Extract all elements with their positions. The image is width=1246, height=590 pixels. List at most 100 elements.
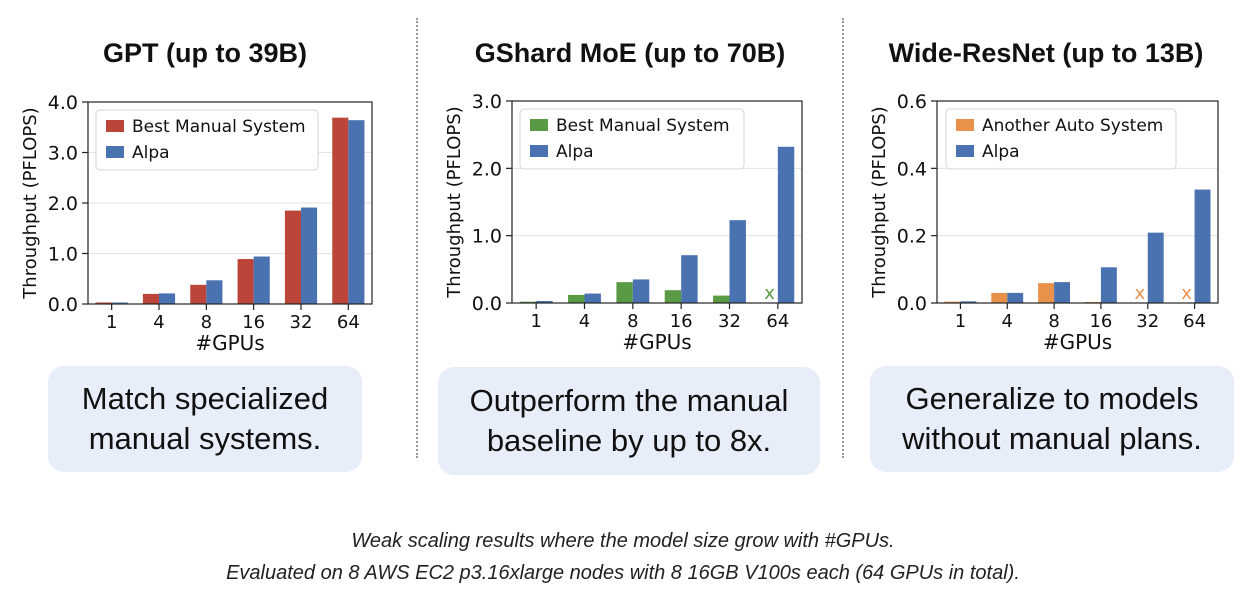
callout-line: without manual plans. [902,421,1202,456]
y-tick-label: 3.0 [472,91,502,113]
x-tick-label: 32 [718,311,741,332]
plot-frame [87,101,373,305]
x-tick-label: 1 [955,311,966,332]
panel-divider [416,18,418,458]
callout-line: Match specialized [81,381,329,416]
bar [777,146,795,303]
bar [1054,282,1071,303]
callout-line: baseline by up to 8x. [486,423,772,458]
legend-box [519,108,745,170]
x-tick-label: 64 [766,311,789,332]
legend-box [945,108,1177,170]
bar [284,210,301,304]
bar [190,284,207,304]
bar [519,301,537,303]
bar [616,282,633,303]
x-axis-label: #GPUs [195,331,264,355]
callout-box: Outperform the manual baseline by up to … [438,367,820,475]
legend-box [95,109,319,171]
legend-label: Alpa [982,142,1020,162]
bar [944,301,961,303]
y-tick-label: 1.0 [48,244,78,266]
bar [536,300,553,303]
x-tick-label: 8 [201,312,212,333]
y-tick-label: 1.0 [472,226,502,248]
bar [206,280,223,304]
x-tick-label: 1 [530,311,541,332]
chart-panel-wideresnet: Wide-ResNet (up to 13B) 0.0 0.2 0.4 0.6 1 4 8 1… [846,0,1246,480]
bar [1194,189,1211,303]
bar [301,207,318,304]
legend-label: Best Manual System [556,116,730,136]
y-tick-label: 0.0 [48,294,78,316]
bar [664,290,682,303]
bar [681,255,698,303]
legend-label: Alpa [556,142,594,162]
callout-line: Generalize to models [905,381,1199,416]
failure-marker: x [1181,283,1192,304]
bar [1100,267,1117,303]
chart-title: GShard MoE (up to 70B) [474,38,786,68]
bar [1147,232,1164,303]
bar [729,220,746,303]
legend-swatch [530,119,548,131]
y-tick-label: 3.0 [48,143,78,165]
bar [584,293,601,303]
x-tick-label: 16 [1089,311,1112,332]
bar [1007,292,1024,303]
bar [1038,283,1055,303]
y-tick-label: 0.4 [897,158,927,180]
failure-marker: x [764,283,775,304]
x-tick-label: 4 [153,312,164,333]
chart-panel-gpt: GPT (up to 39B) 0.0 1.0 2.0 3.0 4.0 1 4 8 16 32 64… [0,0,410,480]
x-axis-label: #GPUs [622,330,691,354]
figure-caption-line: Weak scaling results where the model siz… [351,530,895,552]
callout-line: Outperform the manual [469,383,789,418]
x-tick-label: 8 [1048,311,1059,332]
chart-title: Wide-ResNet (up to 13B) [888,38,1204,68]
chart-gpt: 0.0 1.0 2.0 3.0 4.0 1 4 8 16 32 64 #GPUs Throughput … [20,92,373,355]
x-tick-label: 64 [337,312,360,333]
callout-box: Match specialized manual systems. [48,366,362,472]
callout-line: manual systems. [88,421,322,456]
y-tick-label: 4.0 [48,92,78,114]
x-axis-label: #GPUs [1043,330,1112,354]
y-tick-label: 0.0 [897,293,927,315]
figure-caption-line: Evaluated on 8 AWS EC2 p3.16xlarge nodes… [226,562,1020,584]
failure-marker: x [1134,283,1145,304]
bar [332,117,349,304]
x-tick-label: 16 [670,311,693,332]
x-tick-label: 32 [290,312,313,333]
bar [159,293,176,304]
chart-panel-gshard: GShard MoE (up to 70B) 0.0 1.0 2.0 3.0 1 4 8 16… [420,0,840,480]
legend-swatch [530,145,548,157]
x-tick-label: 32 [1136,311,1159,332]
panel-divider [842,18,844,458]
bar [568,294,585,303]
bar [991,292,1008,303]
bar [95,302,112,304]
legend-swatch [956,119,974,131]
y-axis-label: Throughput (PFLOPS) [20,107,41,299]
bar [237,259,254,304]
y-tick-label: 0.2 [897,226,927,248]
bar [960,301,977,303]
legend-label: Another Auto System [982,116,1163,136]
bar [348,120,365,305]
x-tick-label: 64 [1183,311,1206,332]
x-tick-label: 16 [242,312,265,333]
plot-frame [511,100,803,304]
bar [111,302,128,304]
y-axis-label: Throughput (PFLOPS) [444,106,465,298]
chart-title: GPT (up to 39B) [103,38,307,68]
legend-swatch [956,145,974,157]
x-tick-label: 8 [627,311,638,332]
legend-label: Best Manual System [132,117,306,137]
bar [713,295,730,303]
plot-frame [936,100,1219,304]
bar [253,256,270,304]
y-tick-label: 2.0 [472,158,502,180]
x-tick-label: 4 [1002,311,1013,332]
legend-swatch [106,120,124,132]
y-tick-label: 2.0 [48,193,78,215]
